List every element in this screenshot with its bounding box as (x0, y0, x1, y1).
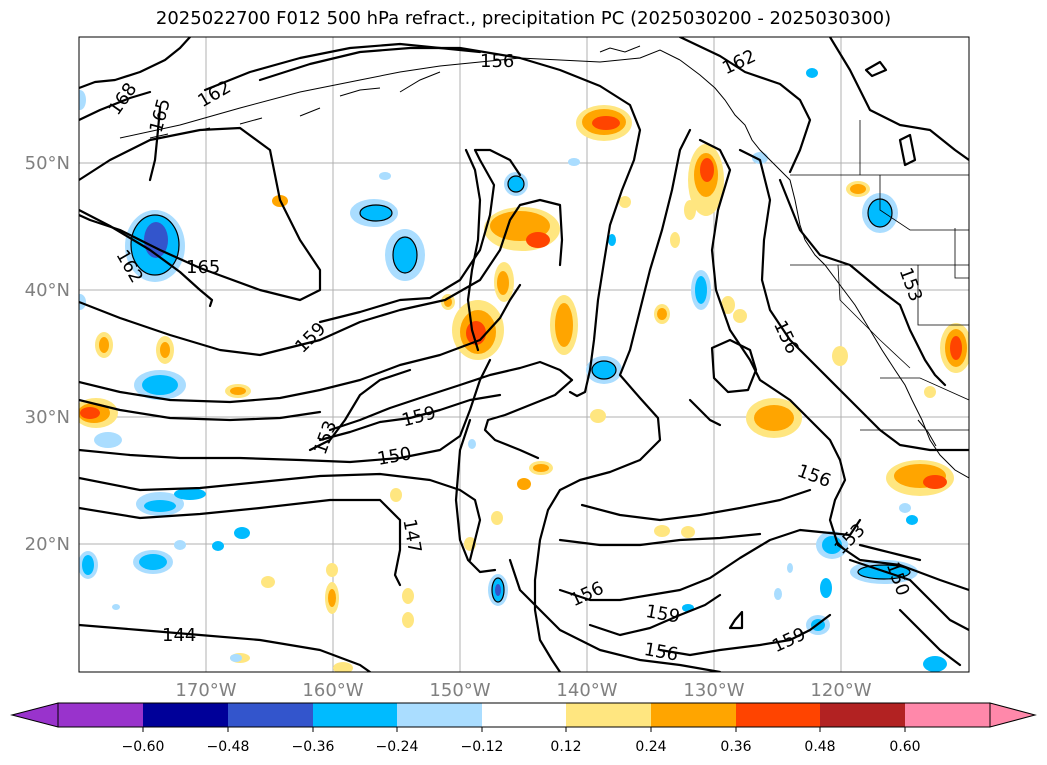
colorbar-tick-label: 0.12 (550, 739, 581, 755)
colorbar-segment (58, 703, 143, 727)
map-frame (78, 36, 970, 673)
colorbar-segment (820, 703, 905, 727)
colorbar-segment (313, 703, 397, 727)
lon-axis-labels: 170°W 160°W 150°W 140°W 130°W 120°W (175, 680, 871, 701)
colorbar-tick-label: −0.36 (292, 739, 335, 755)
colorbar-segment (228, 703, 313, 727)
lat-label: 40°N (25, 280, 70, 301)
colorbar-tick-label: 0.60 (889, 739, 920, 755)
lon-label: 150°W (429, 680, 490, 701)
colorbar-tick-label: 0.48 (804, 739, 835, 755)
colorbar-extend-high (989, 702, 1037, 728)
colorbar-tick-label: −0.48 (207, 739, 250, 755)
contour-label: 144 (162, 625, 196, 646)
lon-label: 170°W (175, 680, 236, 701)
colorbar-segment (566, 703, 651, 727)
colorbar-segment (482, 703, 566, 727)
borders (790, 120, 969, 431)
colorbar-segment (143, 703, 228, 727)
map-area (79, 37, 969, 672)
colorbar-segment (905, 703, 990, 727)
colorbar-tick-label: 0.36 (720, 739, 751, 755)
contour-label: 156 (480, 51, 514, 72)
colorbar-extend-low (10, 702, 59, 728)
colorbar-frame (57, 702, 991, 728)
lat-label: 30°N (25, 407, 70, 428)
anomaly-outlines (130, 175, 911, 603)
lon-label: 130°W (683, 680, 744, 701)
lat-label: 50°N (25, 153, 70, 174)
colorbar-segment (736, 703, 820, 727)
colorbar-tick-label: −0.12 (461, 739, 504, 755)
contour-label: 165 (186, 257, 220, 278)
lon-label: 160°W (302, 680, 363, 701)
colorbar-segment (397, 703, 482, 727)
isolines (79, 37, 969, 672)
lat-label: 20°N (25, 534, 70, 555)
lon-label: 120°W (810, 680, 871, 701)
shaded-anomalies (79, 68, 969, 672)
colorbar-tick-label: −0.60 (122, 739, 165, 755)
colorbar-segment (651, 703, 736, 727)
map-title: 2025022700 F012 500 hPa refract., precip… (155, 8, 892, 29)
lat-axis-labels: 50°N 40°N 30°N 20°N (25, 153, 70, 555)
colorbar-tick-label: 0.24 (635, 739, 666, 755)
colorbar-tick-label: −0.24 (376, 739, 419, 755)
colorbar: −0.60 −0.48 −0.36 −0.24 −0.12 0.12 0.24 … (10, 702, 1037, 755)
lon-label: 140°W (556, 680, 617, 701)
